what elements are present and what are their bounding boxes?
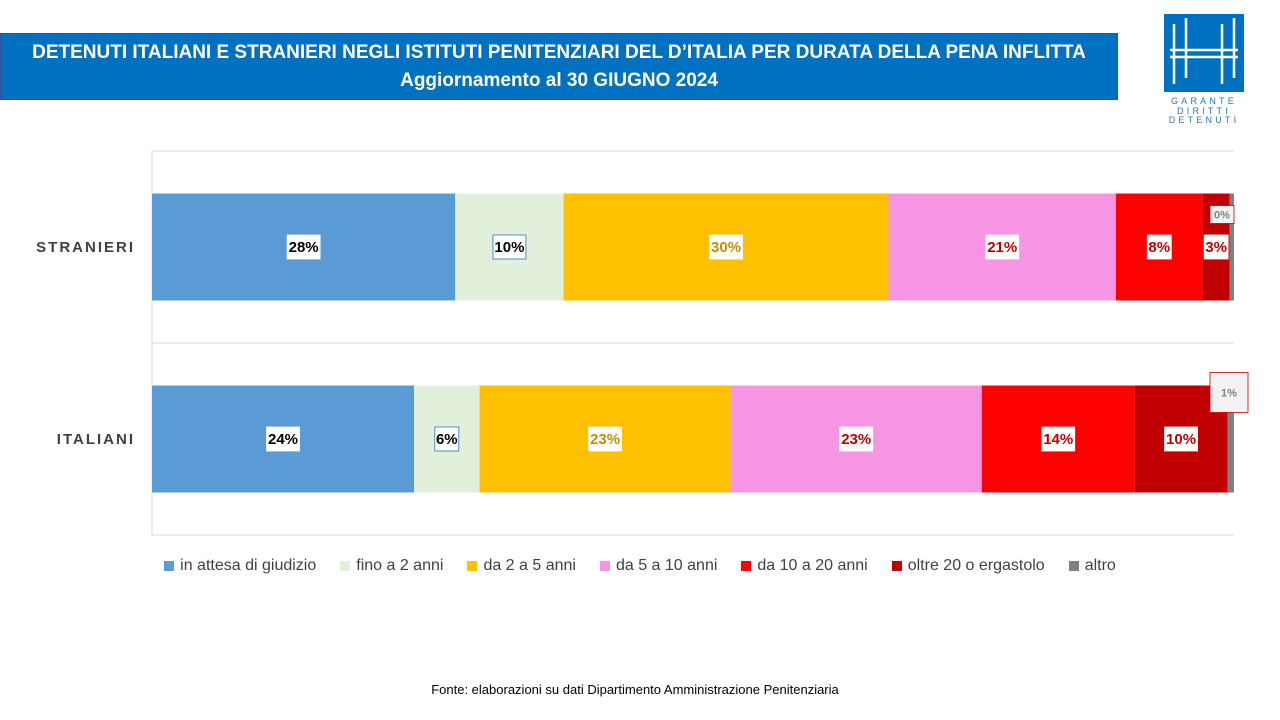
data-label-text: 6% xyxy=(436,431,458,448)
legend-swatch xyxy=(1068,561,1079,571)
legend-item: altro xyxy=(1068,557,1116,575)
data-label-text: 28% xyxy=(289,239,319,256)
data-label: 30% xyxy=(709,234,743,260)
data-label: 6% xyxy=(434,426,460,452)
bar-segment xyxy=(1227,385,1234,493)
legend-label: da 10 a 20 anni xyxy=(757,557,868,574)
legend-swatch xyxy=(340,561,351,571)
legend-item: da 2 a 5 anni xyxy=(467,557,576,575)
data-label: 14% xyxy=(1041,426,1076,452)
data-label-text: 0% xyxy=(1214,210,1230,222)
data-label-text: 23% xyxy=(841,431,871,448)
title-banner: DETENUTI ITALIANI E STRANIERI NEGLI ISTI… xyxy=(0,33,1118,100)
stacked-bar-chart: 28% 10% 30% 21% 8% 3% 0% 24% 6% 23% 23% 14% 10% 1% ST… xyxy=(36,150,1249,536)
chart-subtitle: Aggiornamento al 30 GIUGNO 2024 xyxy=(400,70,718,91)
source-note: Fonte: elaborazioni su dati Dipartimento… xyxy=(431,682,839,697)
data-label: 0% xyxy=(1209,205,1235,224)
legend-swatch xyxy=(599,561,610,571)
logo-caption-line: GARANTE xyxy=(1171,96,1237,106)
legend-label: in attesa di giudizio xyxy=(180,557,317,574)
garante-logo-icon xyxy=(1164,14,1244,92)
legend-swatch xyxy=(741,561,752,571)
category-label: STRANIERI xyxy=(36,239,135,256)
data-label-text: 8% xyxy=(1148,239,1170,256)
data-label-text: 14% xyxy=(1043,431,1073,448)
data-label: 21% xyxy=(985,234,1020,260)
data-label-text: 10% xyxy=(494,239,524,256)
legend-swatch xyxy=(164,561,175,571)
data-label: 23% xyxy=(839,426,874,452)
category-label: ITALIANI xyxy=(57,431,135,448)
chart-legend: in attesa di giudizio fino a 2 anni da 2 a… xyxy=(0,554,1280,578)
legend-item: in attesa di giudizio xyxy=(164,557,316,575)
legend-item: da 10 a 20 anni xyxy=(741,557,868,575)
data-label: 23% xyxy=(588,426,623,452)
legend-swatch xyxy=(891,561,902,571)
data-label: 8% xyxy=(1146,234,1172,260)
logo-caption-line: DETENUTI xyxy=(1168,115,1240,125)
chart-title: DETENUTI ITALIANI E STRANIERI NEGLI ISTI… xyxy=(32,42,1086,63)
data-label: 10% xyxy=(1164,426,1198,452)
data-label: 24% xyxy=(266,426,300,452)
data-label-text: 23% xyxy=(590,431,620,448)
legend-label: da 2 a 5 anni xyxy=(483,557,576,574)
data-label-text: 30% xyxy=(711,239,741,256)
legend-label: altro xyxy=(1084,557,1116,574)
bar-segment xyxy=(1229,193,1234,301)
legend-item: fino a 2 anni xyxy=(340,557,443,575)
data-label: 10% xyxy=(492,234,527,260)
legend-label: da 5 a 10 anni xyxy=(615,557,718,574)
data-label-text: 24% xyxy=(268,431,298,448)
data-label: 28% xyxy=(286,234,321,260)
legend-label: oltre 20 o ergastolo xyxy=(907,557,1045,574)
data-label-text: 1% xyxy=(1221,388,1237,400)
legend-swatch xyxy=(467,561,478,571)
data-label: 3% xyxy=(1203,234,1229,260)
data-label: 1% xyxy=(1209,372,1249,413)
logo-caption: GARANTE DIRITTI DETENUTI xyxy=(1160,96,1248,126)
legend-item: oltre 20 o ergastolo xyxy=(891,557,1045,575)
data-label-text: 3% xyxy=(1205,239,1227,256)
legend-item: da 5 a 10 anni xyxy=(599,557,718,575)
legend-label: fino a 2 anni xyxy=(356,557,444,574)
logo-caption-line: DIRITTI xyxy=(1177,105,1231,116)
data-label-text: 10% xyxy=(1166,431,1196,448)
data-label-text: 21% xyxy=(987,239,1017,256)
